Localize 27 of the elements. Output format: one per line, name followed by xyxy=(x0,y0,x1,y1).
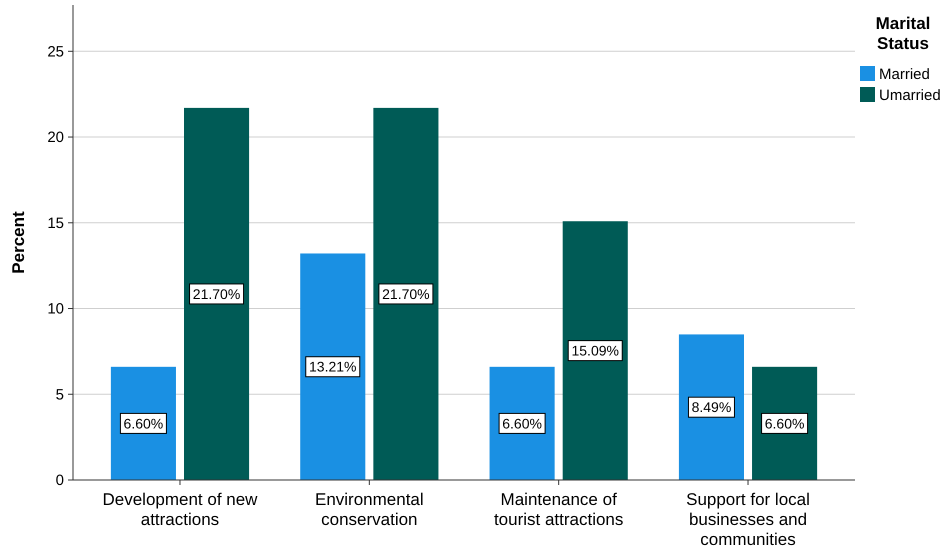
y-axis-title: Percent xyxy=(9,210,28,274)
x-tick-label: Environmental conservation xyxy=(314,490,424,529)
data-label: 8.49% xyxy=(692,399,732,416)
bar xyxy=(300,253,366,480)
y-tick-label: 20 xyxy=(47,129,64,146)
y-tick-label: 0 xyxy=(56,472,64,489)
y-tick-label: 10 xyxy=(47,300,64,318)
legend-label: Umarried xyxy=(879,87,941,104)
bar xyxy=(184,108,250,480)
data-label: 15.09% xyxy=(572,342,619,359)
x-tick-label: Development of new attractions xyxy=(102,490,258,529)
x-tick-label: Support for local businesses and communities xyxy=(686,490,810,549)
bar xyxy=(562,221,628,480)
data-label: 6.60% xyxy=(764,415,804,432)
data-label: 6.60% xyxy=(502,415,542,432)
bar xyxy=(678,334,744,480)
y-tick-label: 15 xyxy=(47,214,64,232)
x-tick-label: Maintenance of tourist attractions xyxy=(494,490,624,529)
y-tick-label: 25 xyxy=(47,43,64,60)
data-label: 6.60% xyxy=(124,415,164,432)
data-label: 21.70% xyxy=(382,286,430,302)
bar xyxy=(373,108,438,480)
legend-label: Married xyxy=(879,66,930,83)
legend-title: Marital Status xyxy=(876,14,930,53)
data-label: 21.70% xyxy=(192,286,240,302)
y-tick-label: 5 xyxy=(56,386,64,404)
data-label: 13.21% xyxy=(309,358,356,375)
